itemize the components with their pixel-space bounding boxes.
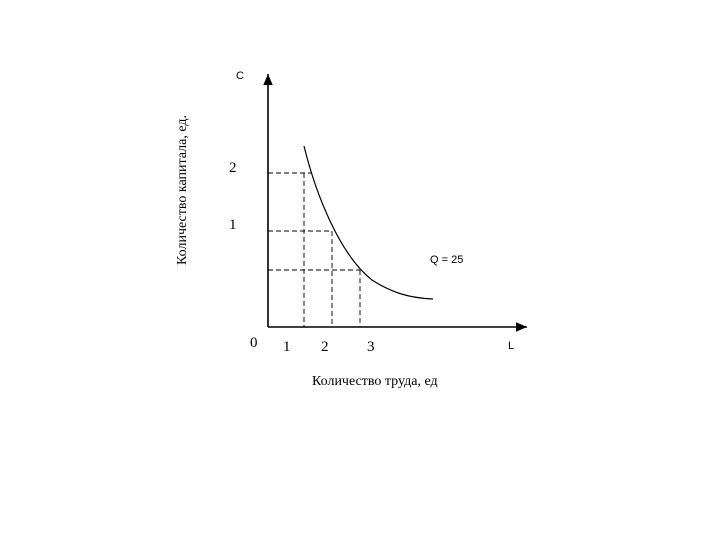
curve-label: Q = 25 — [430, 254, 463, 266]
y-tick-label-2: 2 — [229, 160, 237, 176]
guide-lines — [268, 172, 361, 327]
x-axis-title: Количество труда, ед — [312, 374, 438, 389]
x-axis-letter: L — [508, 340, 514, 352]
origin-label: 0 — [250, 335, 258, 351]
isoquant-curve — [303, 145, 434, 300]
y-axis-title: Количество капитала, ед. — [175, 115, 190, 265]
x-tick-label-2: 2 — [321, 339, 329, 355]
y-tick-label-1: 1 — [229, 217, 237, 233]
x-tick-label-1: 1 — [283, 339, 291, 355]
x-tick-label-3: 3 — [367, 339, 375, 355]
y-axis-letter: C — [236, 70, 244, 82]
